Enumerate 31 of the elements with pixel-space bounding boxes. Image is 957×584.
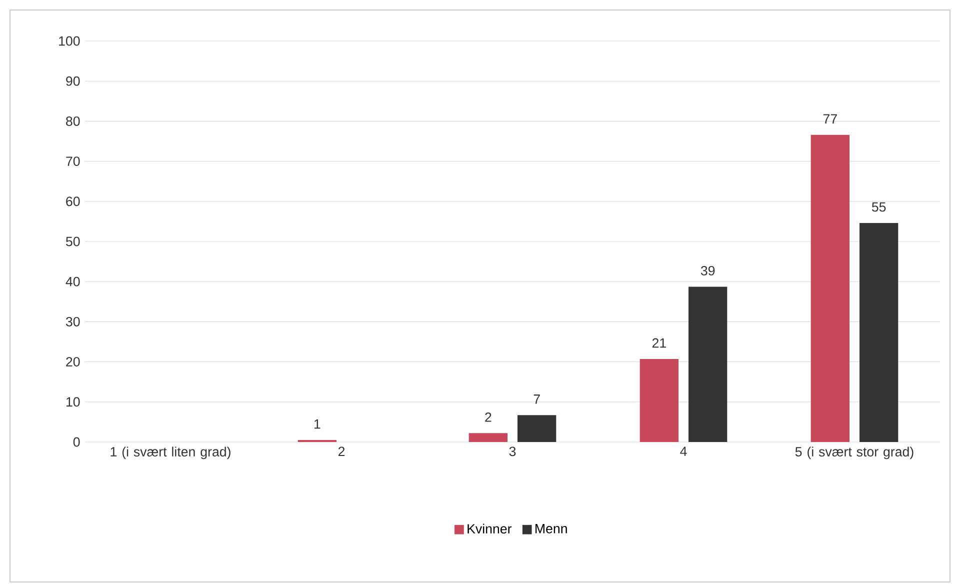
bar	[640, 358, 678, 442]
x-tick-label: 2	[338, 446, 345, 456]
legend-label: Menn	[536, 524, 567, 534]
y-tick-label: 60	[66, 196, 80, 206]
legend-label: Kvinner	[468, 524, 512, 534]
x-tick-label: 5 (i svært stor grad)	[795, 446, 914, 460]
bar	[688, 286, 728, 442]
y-tick-label: 70	[66, 156, 80, 166]
data-label: 1	[314, 419, 320, 429]
data-label: 21	[652, 338, 666, 348]
x-tick-label: 1 (i svært liten grad)	[110, 446, 230, 460]
bar	[810, 134, 850, 442]
data-label: 39	[700, 266, 715, 276]
x-tick-label: 3	[509, 446, 516, 456]
y-tick-label: 0	[73, 437, 80, 447]
y-tick-label: 100	[59, 36, 80, 46]
bar	[468, 433, 508, 442]
data-label: 7	[534, 394, 540, 404]
bar	[859, 223, 898, 442]
data-label: 2	[485, 412, 492, 422]
x-tick-label: 4	[680, 446, 687, 456]
bar	[518, 415, 556, 442]
y-tick-label: 50	[66, 236, 80, 246]
y-tick-label: 80	[66, 116, 80, 126]
data-label: 55	[872, 202, 886, 212]
data-label: 77	[823, 114, 837, 124]
y-tick-label: 20	[66, 357, 80, 366]
y-tick-label: 40	[66, 276, 80, 286]
y-tick-label: 90	[66, 76, 80, 86]
y-tick-label: 10	[66, 397, 80, 407]
y-tick-label: 30	[66, 316, 80, 326]
